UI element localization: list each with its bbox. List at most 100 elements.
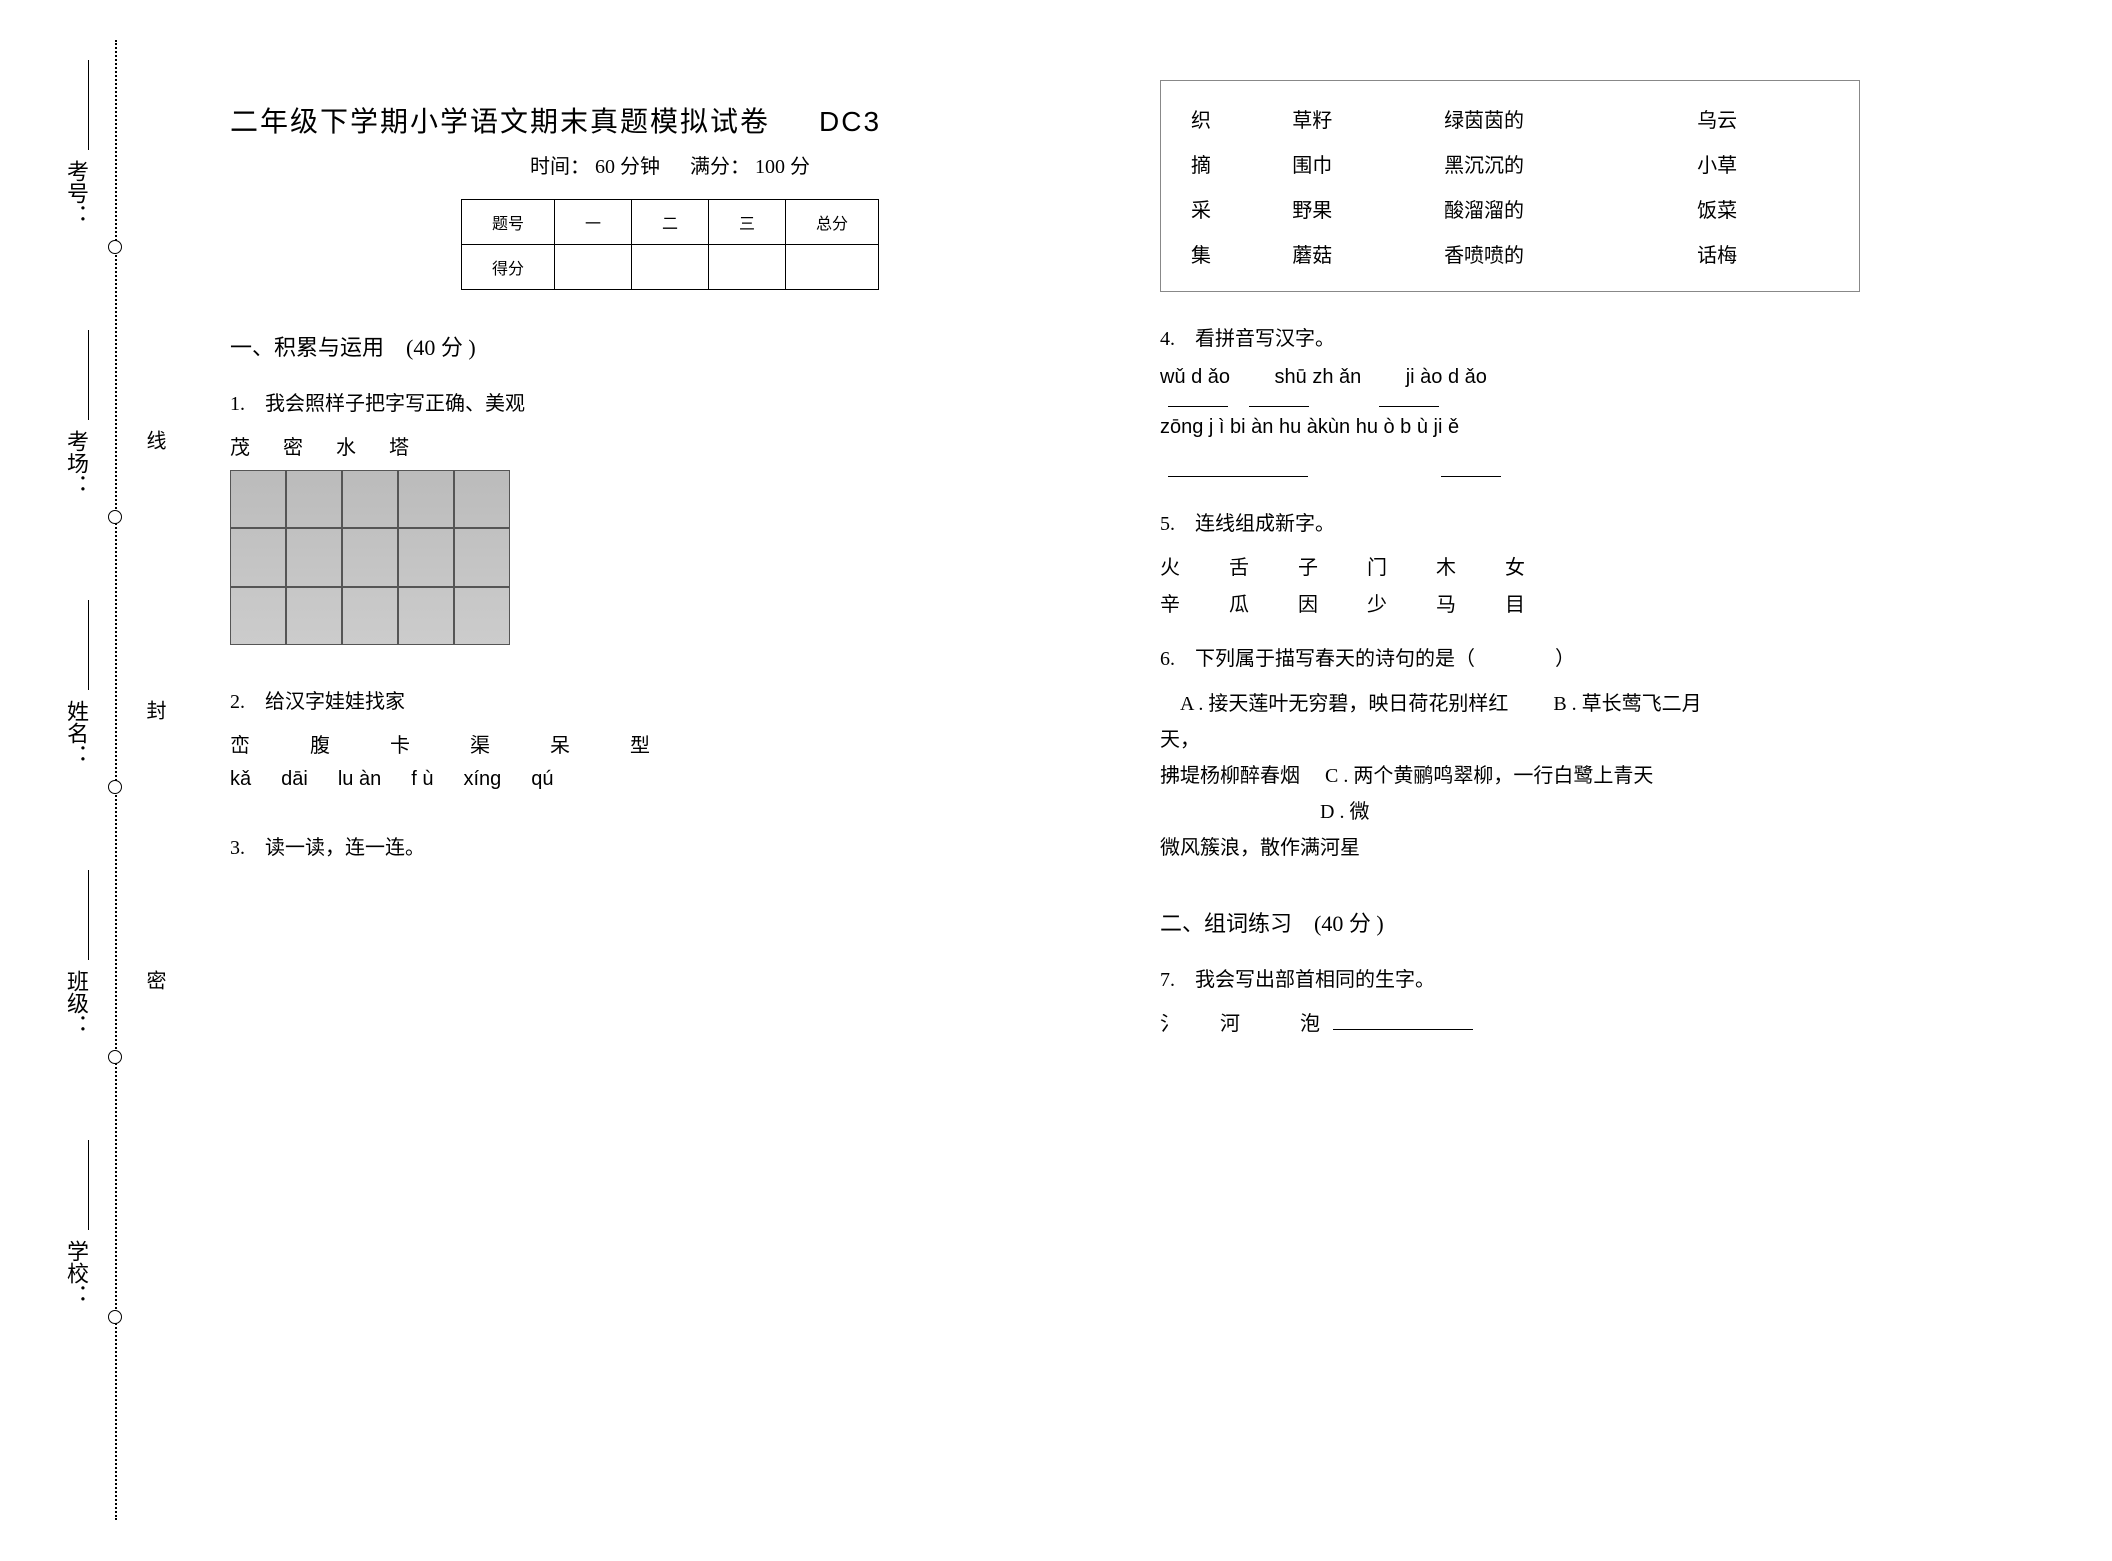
th-num: 题号 bbox=[461, 200, 554, 245]
binding-blank bbox=[88, 60, 90, 150]
section-1-heading: 一、积累与运用 (40 分 ) bbox=[230, 330, 1110, 362]
binding-label-room: 考场： bbox=[60, 430, 92, 496]
right-column: 织 草籽 绿茵茵的 乌云 摘 围巾 黑沉沉的 小草 采 野果 酸溜溜的 饭菜 集… bbox=[1160, 80, 2040, 1046]
c: 酸溜溜的 bbox=[1434, 186, 1687, 231]
opt-b: B . 草长莺飞二月 bbox=[1553, 693, 1701, 715]
py1: wǔ d ǎo bbox=[1160, 366, 1230, 388]
opt-b3: 拂堤杨柳醉春烟 bbox=[1160, 765, 1300, 787]
blank bbox=[1333, 1012, 1473, 1030]
q2-c6: 型 bbox=[630, 729, 650, 758]
c: 目 bbox=[1505, 588, 1565, 617]
th-1: 一 bbox=[554, 200, 631, 245]
th-3: 三 bbox=[709, 200, 786, 245]
blank bbox=[1168, 459, 1308, 477]
q2-c2: 腹 bbox=[310, 729, 330, 758]
table-row: 集 蘑菇 香喷喷的 话梅 bbox=[1181, 231, 1839, 276]
q4-blanks2 bbox=[1160, 459, 2040, 482]
c: 瓜 bbox=[1229, 588, 1289, 617]
blank bbox=[1249, 389, 1309, 407]
py2: shū zh ǎn bbox=[1275, 366, 1362, 388]
table-row: 题号 一 二 三 总分 bbox=[461, 200, 878, 245]
table-row: 摘 围巾 黑沉沉的 小草 bbox=[1181, 141, 1839, 186]
q2-p3: lu àn bbox=[338, 768, 381, 791]
binding-circle bbox=[108, 780, 122, 794]
q2-c3: 卡 bbox=[390, 729, 410, 758]
q2-c4: 渠 bbox=[470, 729, 490, 758]
q3-title: 3. 读一读，连一连。 bbox=[230, 831, 1110, 860]
binding-label-school: 学校： bbox=[60, 1240, 92, 1306]
binding-tag-mi: 密 bbox=[140, 970, 169, 990]
c: 蘑菇 bbox=[1282, 231, 1434, 276]
binding-tag-xian: 线 bbox=[140, 430, 169, 450]
c: 香喷喷的 bbox=[1434, 231, 1687, 276]
td-blank bbox=[786, 245, 879, 290]
table-row: 得分 bbox=[461, 245, 878, 290]
binding-circle bbox=[108, 1310, 122, 1324]
binding-circle bbox=[108, 510, 122, 524]
c: 黑沉沉的 bbox=[1434, 141, 1687, 186]
q2-c1: 峦 bbox=[230, 729, 250, 758]
py3: ji ào d ǎo bbox=[1406, 366, 1487, 388]
opt-c: C . 两个黄鹂鸣翠柳，一行白鹭上青天 bbox=[1325, 765, 1653, 787]
left-column: 二年级下学期小学语文期末真题模拟试卷 DC3 时间： 60 分钟 满分： 100… bbox=[230, 80, 1110, 875]
q6-options: A . 接天莲叶无穷碧，映日荷花别样红 B . 草长莺飞二月 天， 拂堤杨柳醉春… bbox=[1160, 686, 2040, 866]
q5-title: 5. 连线组成新字。 bbox=[1160, 507, 2040, 536]
time-label: 时间： bbox=[530, 156, 590, 178]
c: 辛 bbox=[1160, 588, 1220, 617]
c: 摘 bbox=[1181, 141, 1282, 186]
q2-p6: qú bbox=[531, 768, 553, 791]
table-row: 采 野果 酸溜溜的 饭菜 bbox=[1181, 186, 1839, 231]
c: 采 bbox=[1181, 186, 1282, 231]
blank bbox=[1379, 389, 1439, 407]
c: 野果 bbox=[1282, 186, 1434, 231]
opt-b2: 天， bbox=[1160, 729, 1200, 751]
opt-d: D . 微 bbox=[1320, 801, 1369, 823]
binding-label-name: 姓名： bbox=[60, 700, 92, 766]
title-code: DC3 bbox=[819, 106, 881, 137]
q2-p2: dāi bbox=[281, 768, 308, 791]
c: 话梅 bbox=[1687, 231, 1839, 276]
q3-match-table: 织 草籽 绿茵茵的 乌云 摘 围巾 黑沉沉的 小草 采 野果 酸溜溜的 饭菜 集… bbox=[1181, 96, 1839, 276]
opt-a: A . 接天莲叶无穷碧，映日荷花别样红 bbox=[1180, 693, 1508, 715]
th-2: 二 bbox=[631, 200, 708, 245]
binding-circle bbox=[108, 240, 122, 254]
c: 女 bbox=[1505, 551, 1565, 580]
title-text: 二年级下学期小学语文期末真题模拟试卷 bbox=[230, 107, 770, 138]
table-row: 织 草籽 绿茵茵的 乌云 bbox=[1181, 96, 1839, 141]
binding-blank bbox=[88, 600, 90, 690]
td-blank bbox=[631, 245, 708, 290]
binding-margin: 考号： 考场： 姓名： 班级： 学校： 线 封 密 bbox=[60, 40, 170, 1520]
c: 饭菜 bbox=[1687, 186, 1839, 231]
writing-grid-image bbox=[230, 470, 510, 645]
c: 小草 bbox=[1687, 141, 1839, 186]
opt-d2: 微风簇浪，散作满河星 bbox=[1160, 837, 1360, 859]
c: 子 bbox=[1298, 551, 1358, 580]
th-total: 总分 bbox=[786, 200, 879, 245]
c: 乌云 bbox=[1687, 96, 1839, 141]
binding-label-examno: 考号： bbox=[60, 160, 92, 226]
q7-text: 氵 河 泡 bbox=[1160, 1013, 1320, 1035]
q1-chars: 茂 密 水 塔 bbox=[230, 431, 1110, 460]
q4-blanks1 bbox=[1160, 389, 2040, 412]
c: 火 bbox=[1160, 551, 1220, 580]
c: 舌 bbox=[1229, 551, 1289, 580]
full-label: 满分： bbox=[690, 156, 750, 178]
c: 木 bbox=[1436, 551, 1496, 580]
c: 集 bbox=[1181, 231, 1282, 276]
q2-p1: kǎ bbox=[230, 768, 251, 791]
c: 绿茵茵的 bbox=[1434, 96, 1687, 141]
q2-c5: 呆 bbox=[550, 729, 570, 758]
full-value: 100 分 bbox=[755, 156, 810, 178]
q4-title: 4. 看拼音写汉字。 bbox=[1160, 322, 2040, 351]
td-score-label: 得分 bbox=[461, 245, 554, 290]
exam-title: 二年级下学期小学语文期末真题模拟试卷 DC3 bbox=[230, 100, 1110, 140]
td-blank bbox=[709, 245, 786, 290]
q6-title: 6. 下列属于描写春天的诗句的是（ ） bbox=[1160, 642, 2040, 671]
td-blank bbox=[554, 245, 631, 290]
c: 织 bbox=[1181, 96, 1282, 141]
c: 少 bbox=[1367, 588, 1427, 617]
q5-row1: 火 舌 子 门 木 女 bbox=[1160, 551, 2040, 580]
q7-line: 氵 河 泡 bbox=[1160, 1007, 2040, 1036]
binding-blank bbox=[88, 870, 90, 960]
q2-chars: 峦 腹 卡 渠 呆 型 bbox=[230, 729, 1110, 758]
